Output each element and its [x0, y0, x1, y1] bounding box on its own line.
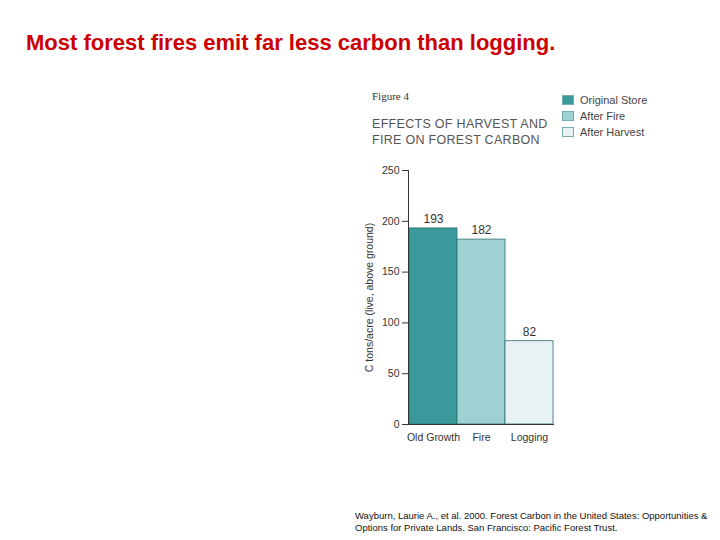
- html-text:After Harvest: After Harvest: [580, 126, 645, 138]
- svg-text:193: 193: [423, 212, 443, 226]
- svg-text:0: 0: [394, 418, 400, 430]
- svg-text:182: 182: [471, 223, 491, 237]
- svg-text:82: 82: [523, 325, 537, 339]
- svg-text:Fire: Fire: [472, 431, 490, 443]
- svg-text:50: 50: [388, 367, 400, 379]
- html-text:After Fire: After Fire: [580, 110, 626, 122]
- svg-text:Logging: Logging: [511, 431, 549, 443]
- svg-text:Old Growth: Old Growth: [407, 431, 460, 443]
- html-text:Most forest fires emit far les: Most forest fires emit far less carbon t…: [26, 30, 556, 55]
- html-text:Figure 4: Figure 4: [372, 90, 409, 102]
- svg-text:100: 100: [382, 316, 400, 328]
- html-text:Wayburn, Laurie A., et al. 200: Wayburn, Laurie A., et al. 2000. Forest …: [355, 510, 708, 533]
- svg-text:250: 250: [382, 164, 400, 176]
- svg-text:200: 200: [382, 215, 400, 227]
- html-text:EFFECTS OF HARVEST AND FIRE ON: EFFECTS OF HARVEST AND FIRE ON FOREST CA…: [372, 117, 548, 147]
- svg-text:C tons/acre (live, above groun: C tons/acre (live, above ground): [363, 223, 375, 372]
- svg-text:150: 150: [382, 265, 400, 277]
- html-text:Original Store: Original Store: [580, 94, 648, 106]
